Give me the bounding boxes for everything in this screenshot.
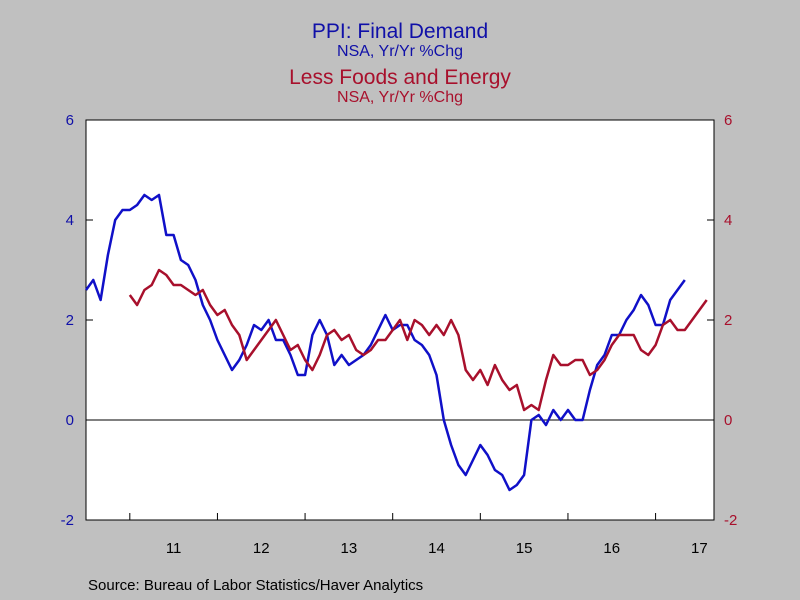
x-tick-label: 13 <box>341 540 358 557</box>
x-tick-label: 12 <box>253 540 270 557</box>
y-tick-label-right: 2 <box>724 312 732 329</box>
y-tick-label-left: 4 <box>66 212 74 229</box>
y-tick-label-left: 0 <box>66 412 74 429</box>
x-tick-label: 16 <box>603 540 620 557</box>
source-note: Source: Bureau of Labor Statistics/Haver… <box>88 577 423 594</box>
y-tick-label-left: 6 <box>66 112 74 129</box>
y-tick-label-right: 6 <box>724 112 732 129</box>
x-tick-label: 15 <box>516 540 533 557</box>
x-tick-label: 17 <box>691 540 708 557</box>
x-tick-label: 11 <box>166 540 182 557</box>
y-tick-label-right: 0 <box>724 412 732 429</box>
x-tick-label: 14 <box>428 540 445 557</box>
y-tick-label-right: 4 <box>724 212 732 229</box>
y-tick-label-right: -2 <box>724 512 737 529</box>
line-chart: -2 -2 0 0 2 2 4 4 6 6 11 12 13 14 15 16 17 <box>0 0 800 600</box>
y-tick-label-left: 2 <box>66 312 74 329</box>
y-tick-label-left: -2 <box>61 512 74 529</box>
